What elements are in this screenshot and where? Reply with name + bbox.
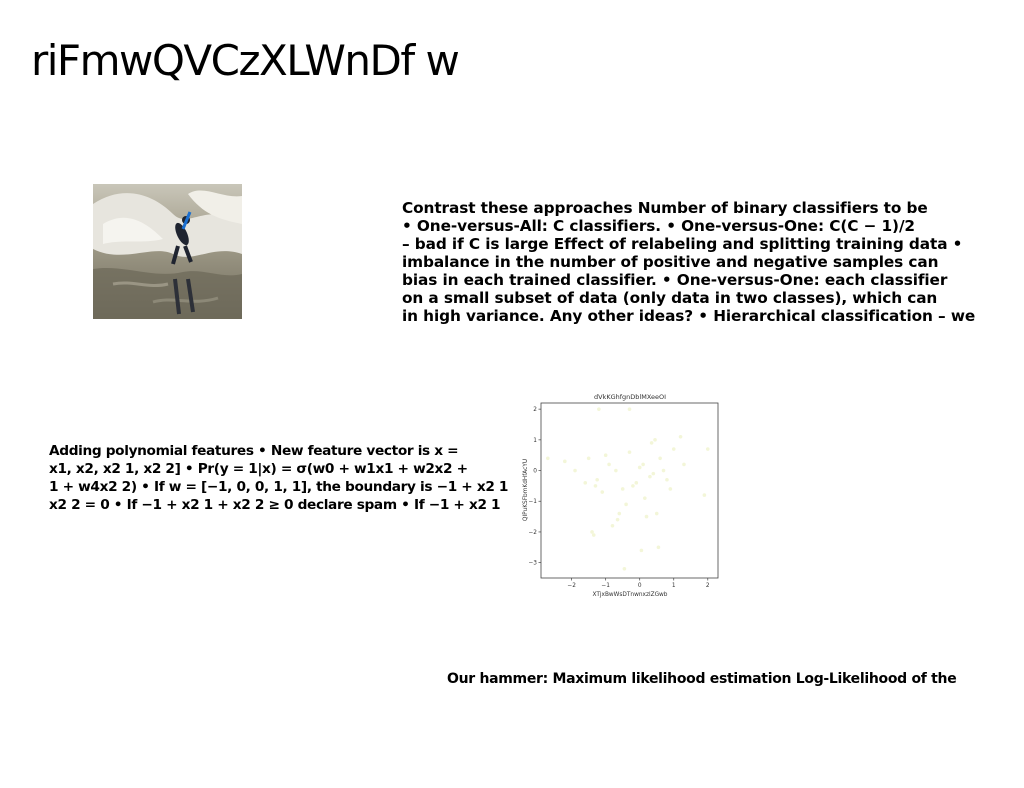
scatter-point (593, 484, 598, 488)
scatter-point (648, 474, 652, 479)
text-line: 1 + w4x2 2) • If w = [−1, 0, 0, 1, 1], t… (49, 479, 509, 495)
x-tick-label: 2 (706, 583, 710, 589)
y-axis-label: QIPuKSFbmKdHfAcYU (523, 459, 529, 521)
x-tick-label: 1 (672, 583, 676, 589)
scatter-point (678, 434, 683, 439)
scatter-point (654, 511, 659, 516)
scatter-point (610, 524, 615, 528)
scatter-point (627, 450, 632, 454)
scatter-point (614, 468, 618, 473)
scatter-point (641, 462, 645, 467)
scatter-point (643, 496, 647, 500)
y-tick-label: −1 (528, 499, 537, 505)
scatter-point (590, 530, 594, 534)
scatter-point (600, 490, 605, 494)
scatter-point (705, 447, 710, 451)
y-tick-label: 0 (533, 469, 537, 475)
scatter-point (563, 459, 567, 464)
scatter-point (620, 487, 625, 491)
scatter-point (546, 456, 550, 461)
text-line: in high variance. Any other ideas? • Hie… (402, 307, 976, 325)
x-tick-label: −1 (601, 583, 610, 589)
scatter-point (656, 545, 661, 550)
scatter-point (682, 462, 686, 467)
scatter-point (627, 407, 632, 411)
scatter-point (591, 533, 596, 537)
x-tick-label: 0 (638, 583, 642, 589)
scatter-point (624, 502, 628, 507)
text-line: x2 2 = 0 • If −1 + x2 1 + x2 2 ≥ 0 decla… (49, 497, 501, 513)
y-tick-label: 1 (533, 438, 537, 444)
scatter-point (597, 407, 601, 411)
text-line: x1, x2, x2 1, x2 2] • Pr(y = 1|x) = σ(w0… (49, 461, 468, 477)
scatter-point (668, 487, 673, 491)
scatter-point (615, 517, 620, 522)
y-tick-label: −3 (528, 561, 537, 567)
chart-title: dVkKGhfgnDblMXeeOI (594, 393, 666, 401)
scatter-point (595, 477, 599, 482)
y-tick-label: −2 (528, 530, 537, 536)
text-line: Adding polynomial features • New feature… (49, 443, 459, 459)
text-line: imbalance in the number of positive and … (402, 253, 939, 271)
scatter-point (665, 477, 669, 482)
x-axis-label: XTjxBwWsDTnwnxzlZGwb (593, 592, 668, 598)
scatter-point (634, 481, 639, 485)
scatter-point (658, 456, 662, 461)
hammer-text: Our hammer: Maximum likelihood estimatio… (447, 671, 957, 687)
x-tick-label: −2 (567, 583, 576, 589)
scatter-point (644, 514, 649, 519)
text-line: • One-versus-All: C classifiers. • One-v… (402, 217, 915, 235)
plot-frame (540, 402, 719, 579)
surfer-wave-photo (93, 184, 242, 319)
scatter-point (583, 481, 588, 485)
page-title: riFmwQVCzXLWnDf w (31, 36, 460, 85)
scatter-point (607, 462, 611, 467)
scatter-point (603, 453, 608, 457)
text-line: bias in each trained classifier. • One-v… (402, 271, 948, 289)
text-line: – bad if C is large Effect of relabeling… (402, 235, 963, 253)
polynomial-features-text: Adding polynomial features • New feature… (49, 442, 519, 514)
scatter-point (631, 484, 635, 488)
scatter-point (671, 447, 676, 451)
y-tick-label: 2 (533, 407, 537, 413)
scatter-point (702, 493, 707, 497)
text-line: Contrast these approaches Number of bina… (402, 199, 928, 217)
scatter-point (661, 468, 666, 473)
scatter-point (653, 438, 657, 442)
classifier-approaches-text: Contrast these approaches Number of bina… (402, 199, 1012, 325)
scatter-point (649, 441, 654, 445)
scatter-point (617, 511, 622, 516)
scatter-point (637, 465, 642, 470)
text-line: on a small subset of data (only data in … (402, 289, 938, 307)
scatter-point (639, 548, 644, 553)
scatter-chart: dVkKGhfgnDblMXeeOI −2 −1 0 1 2 2 1 0 −1 −2 −3 XTjx… (518, 388, 724, 600)
scatter-point (651, 471, 656, 476)
scatter-point (622, 566, 627, 571)
scatter-point (573, 468, 577, 473)
scatter-point (586, 456, 591, 461)
